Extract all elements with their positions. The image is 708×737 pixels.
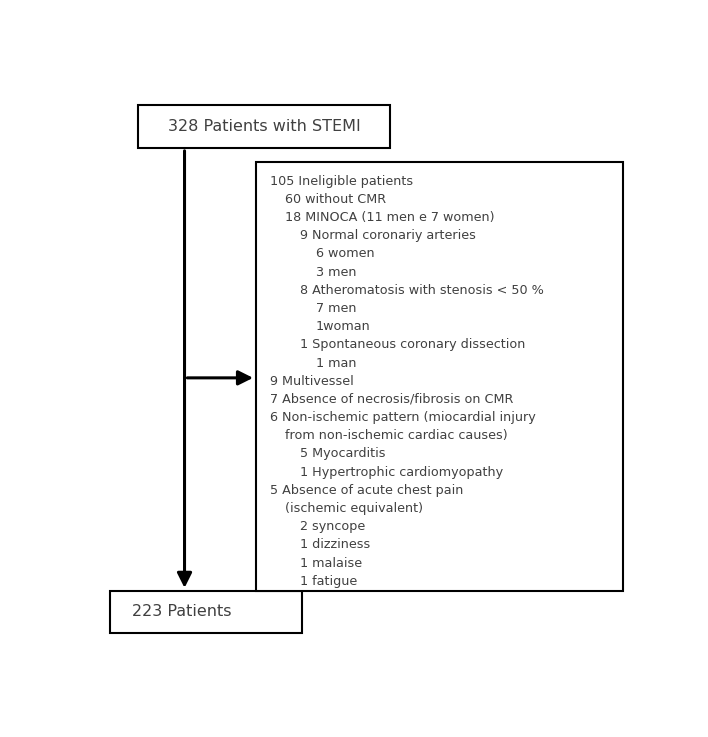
Text: 1 dizziness: 1 dizziness	[300, 539, 370, 551]
Text: 328 Patients with STEMI: 328 Patients with STEMI	[168, 119, 361, 134]
Text: 1 Spontaneous coronary dissection: 1 Spontaneous coronary dissection	[300, 338, 525, 352]
Text: 5 Myocarditis: 5 Myocarditis	[300, 447, 386, 461]
Text: 1 Hypertrophic cardiomyopathy: 1 Hypertrophic cardiomyopathy	[300, 466, 503, 478]
Text: 105 Ineligible patients: 105 Ineligible patients	[270, 175, 413, 188]
Text: 9 Multivessel: 9 Multivessel	[270, 374, 353, 388]
FancyBboxPatch shape	[110, 590, 302, 633]
Text: 6 Non-ischemic pattern (miocardial injury: 6 Non-ischemic pattern (miocardial injur…	[270, 411, 535, 424]
Text: 223 Patients: 223 Patients	[132, 604, 232, 620]
Text: 8 Atheromatosis with stenosis < 50 %: 8 Atheromatosis with stenosis < 50 %	[300, 284, 544, 297]
Text: 1 malaise: 1 malaise	[300, 556, 362, 570]
Text: 1 man: 1 man	[316, 357, 356, 369]
Text: 1 fatigue: 1 fatigue	[300, 575, 358, 588]
Text: 3 men: 3 men	[316, 265, 356, 279]
FancyBboxPatch shape	[138, 105, 390, 148]
Text: 5 Absence of acute chest pain: 5 Absence of acute chest pain	[270, 484, 463, 497]
Text: 1woman: 1woman	[316, 320, 370, 333]
Text: 9 Normal coronariy arteries: 9 Normal coronariy arteries	[300, 229, 476, 242]
Text: from non-ischemic cardiac causes): from non-ischemic cardiac causes)	[285, 429, 508, 442]
Text: 2 syncope: 2 syncope	[300, 520, 365, 533]
Text: 7 Absence of necrosis/fibrosis on CMR: 7 Absence of necrosis/fibrosis on CMR	[270, 393, 513, 406]
FancyBboxPatch shape	[256, 162, 624, 590]
Text: 7 men: 7 men	[316, 302, 356, 315]
Text: 60 without CMR: 60 without CMR	[285, 193, 386, 206]
Text: (ischemic equivalent): (ischemic equivalent)	[285, 502, 423, 515]
Text: 18 MINOCA (11 men e 7 women): 18 MINOCA (11 men e 7 women)	[285, 211, 494, 224]
Text: 6 women: 6 women	[316, 248, 375, 260]
